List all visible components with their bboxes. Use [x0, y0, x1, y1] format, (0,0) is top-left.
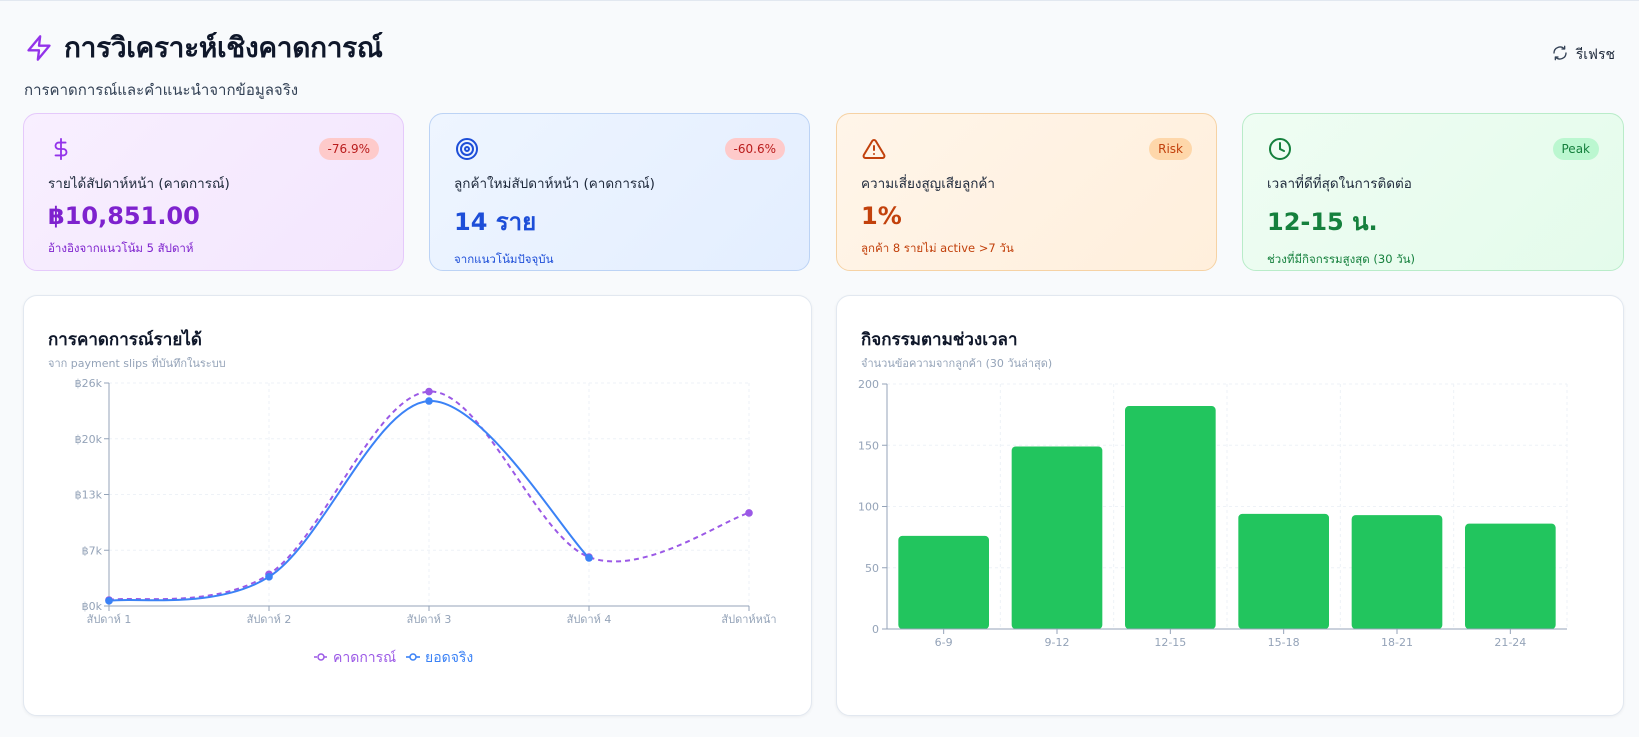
dollar-icon: [48, 136, 74, 162]
refresh-icon: [1552, 45, 1568, 65]
x-tick-label: สัปดาห์ 3: [407, 613, 452, 626]
x-tick-label: สัปดาห์หน้า: [721, 613, 776, 626]
kpi-value: 14 ราย: [454, 208, 537, 236]
kpi-label: รายได้สัปดาห์หน้า (คาดการณ์): [48, 176, 230, 192]
y-tick-label: 200: [858, 378, 879, 391]
x-tick-label: สัปดาห์ 4: [567, 613, 612, 626]
data-point: [585, 554, 593, 562]
legend-marker: [409, 653, 417, 661]
x-tick-label: 21-24: [1494, 636, 1526, 649]
kpi-label: ลูกค้าใหม่สัปดาห์หน้า (คาดการณ์): [454, 176, 655, 192]
kpi-card-best-time: Peak เวลาที่ดีที่สุดในการติดต่อ 12-15 น.…: [1242, 113, 1624, 271]
y-tick-label: 0: [872, 623, 879, 636]
card-title: กิจกรรมตามช่วงเวลา: [861, 330, 1018, 350]
card-subtitle: จาก payment slips ที่บันทึกในระบบ: [48, 357, 226, 370]
status-badge: Peak: [1552, 138, 1599, 160]
refresh-button[interactable]: รีเฟรช: [1552, 44, 1615, 66]
legend-label-2: ยอดจริง: [425, 650, 473, 666]
y-tick-label: 50: [865, 562, 879, 575]
legend-label-1: คาดการณ์: [333, 649, 396, 666]
x-tick-label: 18-21: [1381, 636, 1413, 649]
bar-9-12: [1011, 446, 1103, 629]
data-point: [265, 573, 273, 581]
x-tick-label: 15-18: [1268, 636, 1300, 649]
data-point: [745, 509, 753, 517]
revenue-line-chart: ฿0k ฿7k ฿13k ฿20k ฿26k สัปดาห์ 1 สัปดาห์ 2 สัปด…: [75, 377, 777, 666]
kpi-card-new-customers: -60.6% ลูกค้าใหม่สัปดาห์หน้า (คาดการณ์) …: [429, 113, 810, 271]
kpi-label: เวลาที่ดีที่สุดในการติดต่อ: [1267, 176, 1412, 192]
page-title: การวิเคราะห์เชิงคาดการณ์: [64, 31, 383, 64]
revenue-forecast-card: การคาดการณ์รายได้ จาก payment slips ที่บ…: [23, 295, 812, 716]
bar-21-24: [1465, 523, 1556, 629]
kpi-card-churn-risk: Risk ความเสี่ยงสูญเสียลูกค้า 1% ลูกค้า 8…: [836, 113, 1217, 271]
card-subtitle: จำนวนข้อความจากลูกค้า (30 วันล่าสุด): [861, 357, 1053, 370]
data-point: [425, 387, 433, 396]
legend-marker: [317, 653, 325, 661]
x-tick-label: สัปดาห์ 2: [247, 613, 292, 626]
bar-15-18: [1238, 513, 1329, 629]
y-tick-label: 100: [858, 501, 879, 514]
kpi-label: ความเสี่ยงสูญเสียลูกค้า: [861, 176, 996, 192]
y-tick-label: ฿20k: [75, 433, 103, 446]
page-header: การวิเคราะห์เชิงคาดการณ์ การคาดการณ์และค…: [24, 26, 1615, 99]
card-title: การคาดการณ์รายได้: [48, 330, 202, 350]
kpi-note: จากแนวโน้มปัจจุบัน: [454, 252, 554, 266]
data-point: [105, 597, 113, 605]
kpi-card-revenue: -76.9% รายได้สัปดาห์หน้า (คาดการณ์) ฿10,…: [23, 113, 404, 271]
kpi-note: ช่วงที่มีกิจกรรมสูงสุด (30 วัน): [1267, 252, 1415, 266]
kpi-note: อ้างอิงจากแนวโน้ม 5 สัปดาห์: [48, 241, 194, 255]
clock-icon: [1267, 136, 1293, 162]
title-row: การวิเคราะห์เชิงคาดการณ์: [24, 26, 1615, 70]
series-line-1: [108, 390, 750, 601]
kpi-note: ลูกค้า 8 รายไม่ active >7 วัน: [861, 241, 1014, 255]
x-tick-label: สัปดาห์ 1: [87, 613, 132, 626]
activity-by-time-card: กิจกรรมตามช่วงเวลา จำนวนข้อความจากลูกค้า…: [836, 295, 1624, 716]
y-tick-label: 150: [858, 439, 879, 452]
bar-18-21: [1351, 515, 1443, 629]
x-tick-label: 9-12: [1045, 636, 1070, 649]
y-tick-label: ฿13k: [75, 489, 103, 502]
y-tick-label: ฿7k: [82, 544, 103, 557]
kpi-value: ฿10,851.00: [48, 202, 200, 230]
y-tick-label: ฿0k: [82, 600, 103, 613]
refresh-label: รีเฟรช: [1575, 47, 1615, 63]
bar-12-15: [1125, 406, 1216, 629]
top-border: [0, 0, 1639, 1]
status-badge: Risk: [1149, 138, 1192, 160]
target-icon: [454, 136, 480, 162]
warning-icon: [861, 136, 887, 162]
activity-bar-chart: 0 50 100 150 200 6-9 9-12 12-15 15-18 18-21 21-24: [858, 378, 1568, 649]
change-badge: -60.6%: [724, 138, 785, 160]
kpi-value: 12-15 น.: [1267, 208, 1378, 236]
page-subtitle: การคาดการณ์และคำแนะนำจากข้อมูลจริง: [24, 81, 299, 99]
lightning-icon: [24, 33, 54, 63]
x-tick-label: 12-15: [1154, 636, 1186, 649]
bar-6-9: [898, 535, 989, 629]
change-badge: -76.9%: [318, 138, 379, 160]
series-line-2: [108, 400, 590, 602]
x-tick-label: 6-9: [935, 636, 953, 649]
y-tick-label: ฿26k: [75, 377, 103, 390]
kpi-value: 1%: [861, 202, 902, 230]
data-point: [425, 397, 433, 405]
